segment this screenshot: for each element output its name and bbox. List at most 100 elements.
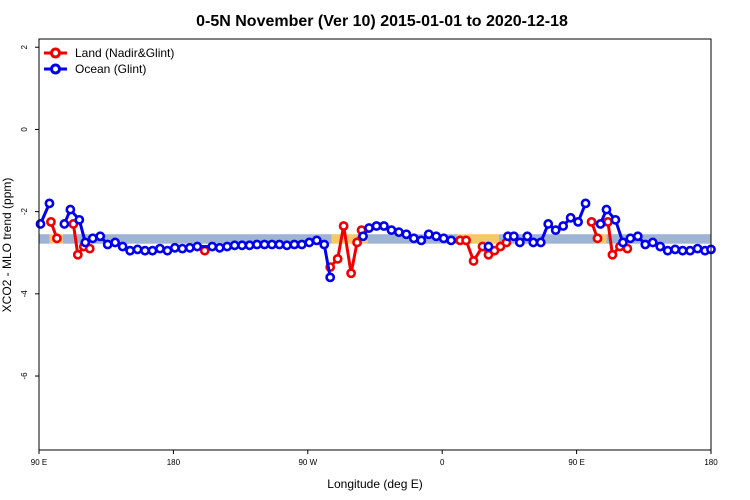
series-land-point-3-1 [332,253,343,264]
series-ocean-point-1-35 [325,272,336,283]
x-tick-label-3: 0 [440,458,445,467]
series-land-point-6-0 [603,216,613,227]
series-ocean-point-1-34 [319,239,330,250]
series-ocean-point-5-4 [625,233,636,244]
series-ocean-point-1-15 [169,242,180,253]
x-tick-label-2: 90 W [298,458,317,467]
series-ocean-point-4-1 [508,231,519,242]
series-ocean-point-4-8 [558,221,569,231]
band-land-3 [331,234,368,244]
series-ocean-point-1-11 [140,245,150,256]
series-ocean-point-1-29 [281,240,292,251]
series-ocean-point-1-12 [147,245,158,256]
legend-ocean-marker [50,63,61,75]
series-ocean-point-2-12 [446,235,457,246]
series-ocean-point-1-6 [102,239,113,250]
series-ocean-point-1-18 [192,241,203,252]
series-ocean-point-4-4 [528,237,539,248]
legend-land-marker [50,47,61,59]
x-tick-label-0: 90 E [31,458,47,467]
series-ocean-point-5-12 [685,245,695,256]
series-ocean-point-4-11 [580,198,591,209]
series-ocean-point-5-0 [595,219,606,229]
series-ocean-point-5-13 [692,243,703,254]
plot-frame [38,38,712,451]
series-ocean-point-1-21 [222,241,233,252]
y-tick-label-1: 0 [20,127,29,132]
series-ocean-point-4-9 [565,212,576,223]
series-land-point-6-1 [607,249,618,260]
series-ocean-point-3-0 [483,241,494,252]
y-tick-label-0: 2 [20,44,29,49]
series-land-point-5-0 [586,216,597,227]
series-land-point-0-0 [46,216,56,227]
x-tick-label-1: 180 [167,458,181,467]
series-ocean-point-1-2 [74,214,85,225]
series-land [46,216,633,279]
series-ocean-point-5-9 [662,245,673,256]
x-axis-label: Longitude (deg E) [327,477,422,491]
x-tick-label-4: 90 E [568,458,584,467]
x-axis: 90 E 180 90 W 0 90 E 180 [31,450,718,467]
band-ocean-6 [498,234,595,244]
series-land-point-0-1 [52,233,62,244]
series-ocean-point-2-6 [401,229,412,240]
series-ocean-point-2-9 [423,229,434,240]
series-ocean-point-2-7 [408,233,419,244]
series-ocean-point-1-1 [65,204,76,215]
series-ocean-point-1-31 [296,239,307,250]
series-ocean-point-5-7 [647,237,658,248]
series-land-point-3-3 [346,268,357,279]
y-axis: 2 0 -2 -4 -6 [20,44,39,380]
legend-ocean-label: Ocean (Glint) [75,62,146,76]
series-ocean-point-4-7 [550,225,561,236]
series-ocean-point-4-5 [535,237,546,248]
series-ocean-point-1-17 [184,242,195,253]
series-ocean-point-5-10 [670,244,681,255]
series-ocean-point-1-3 [80,237,91,248]
series-ocean-point-1-16 [177,243,188,254]
series-ocean-point-1-25 [252,239,262,250]
series-land-point-4-1 [461,235,471,246]
y-tick-label-2: -2 [20,208,29,216]
series-ocean-point-1-0 [59,219,70,229]
series-ocean-point-4-10 [573,216,583,227]
series-ocean-point-1-4 [87,233,98,244]
series-ocean-point-1-13 [155,243,165,254]
series-ocean-point-1-32 [304,237,315,248]
series-ocean-point-4-6 [543,219,554,229]
band-ocean-2 [62,234,332,244]
series-ocean-point-1-27 [267,239,277,250]
series-ocean-point-5-8 [655,241,666,252]
series-ocean-point-5-6 [640,239,651,250]
series-ocean [35,198,716,283]
series-ocean-point-2-1 [364,223,374,233]
series-ocean-point-1-8 [117,241,128,252]
series-ocean-point-2-11 [438,233,449,244]
series-ocean-point-1-24 [244,240,255,251]
series-land-point-2-0 [199,245,210,256]
data-series [35,198,716,283]
series-land-point-1-3 [84,243,95,254]
series-ocean-point-2-0 [358,231,368,242]
band-ocean-0 [39,234,50,244]
series-ocean-point-4-2 [514,237,525,248]
legend-land-label: Land (Nadir&Glint) [75,46,174,60]
series-ocean-point-1-7 [110,237,121,248]
series-land-point-5-1 [592,233,603,244]
series-land-point-4-2 [468,256,479,266]
x-tick-label-5: 180 [704,458,718,467]
series-ocean-point-5-11 [677,245,688,256]
series-ocean-point-0-1 [44,198,55,209]
series-ocean-point-5-3 [617,237,628,248]
series-ocean-point-1-20 [214,242,225,253]
series-ocean-point-5-2 [610,214,621,225]
series-ocean-point-1-22 [229,240,240,251]
legend: Land (Nadir&Glint) Ocean (Glint) [44,46,174,76]
series-land-point-6-3 [622,243,633,254]
series-ocean-point-1-28 [274,239,285,250]
series-ocean-point-1-30 [289,239,300,250]
series-land-point-1-1 [72,249,83,260]
y-axis-label: XCO2 - MLO trend (ppm) [0,178,14,313]
